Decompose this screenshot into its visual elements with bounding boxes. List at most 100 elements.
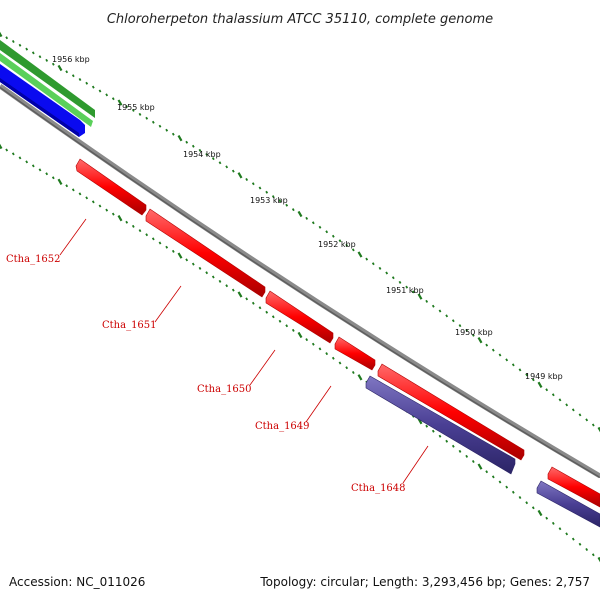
leader-line-ctha-1651 (154, 285, 182, 323)
genome-summary: Topology: circular; Length: 3,293,456 bp… (259, 575, 590, 589)
ruler-major-tick (177, 135, 183, 142)
ruler-minor-tick (198, 266, 202, 270)
ruler-minor-tick (338, 361, 342, 365)
ruler-minor-tick (525, 501, 529, 505)
ruler-minor-tick (365, 257, 369, 261)
ruler-major-tick (117, 215, 123, 222)
ruler-minor-tick (491, 348, 495, 352)
gene-arrow-ctha-1650[interactable] (265, 290, 334, 344)
leader-line-ctha-1648 (402, 445, 429, 484)
ruler-minor-tick (318, 347, 322, 351)
ruler-label: 1952 kbp (318, 240, 356, 249)
ruler-minor-tick (5, 36, 9, 40)
ruler-major-tick (357, 374, 363, 381)
map-title: Chloroherpeton thalassium ATCC 35110, co… (107, 12, 493, 27)
blue-feature-band-shade (0, 78, 79, 137)
ruler-minor-tick (171, 132, 175, 136)
ruler-minor-tick (145, 233, 149, 237)
ruler-minor-tick (591, 423, 595, 427)
ruler-minor-tick (405, 285, 409, 289)
blue-feature-band[interactable] (0, 64, 85, 137)
lower-ruler-ticks (0, 142, 600, 564)
ruler-minor-tick (585, 418, 589, 422)
ruler-minor-tick (438, 434, 442, 438)
ruler-label: 1953 kbp (250, 196, 288, 205)
ruler-minor-tick (258, 306, 262, 310)
ruler-minor-tick (258, 186, 262, 190)
ruler-minor-tick (211, 157, 215, 161)
ruler-minor-tick (351, 248, 355, 252)
ruler-minor-tick (291, 328, 295, 332)
ruler-minor-tick (78, 192, 82, 196)
ruler-minor-tick (565, 532, 569, 536)
ruler-minor-tick (91, 200, 95, 204)
ruler-minor-tick (565, 403, 569, 407)
ruler-major-tick (0, 30, 3, 38)
ruler-major-tick (537, 509, 543, 517)
ruler-major-tick (477, 463, 483, 470)
gene-arrow-ctha-1648[interactable] (365, 375, 516, 475)
ruler-minor-tick (5, 148, 9, 152)
ruler-minor-tick (505, 485, 509, 489)
ruler-minor-tick (311, 221, 315, 225)
ruler-minor-tick (545, 516, 549, 520)
gene-label-ctha-1649[interactable]: Ctha_1649 (255, 421, 310, 432)
gene-label-ctha-1648[interactable]: Ctha_1648 (351, 483, 406, 494)
ruler-major-tick (357, 251, 363, 258)
light-green-feature-band[interactable] (0, 53, 93, 127)
ruler-minor-tick (558, 398, 562, 402)
ruler-minor-tick (205, 271, 209, 275)
ruler-minor-tick (311, 342, 315, 346)
ruler-minor-tick (278, 199, 282, 203)
gene-arrow-ctha-1652[interactable] (75, 158, 147, 216)
ruler-major-tick (297, 210, 303, 218)
ruler-minor-tick (451, 319, 455, 323)
ruler-minor-tick (511, 363, 515, 367)
ruler-minor-tick (38, 55, 42, 59)
forward-genes (75, 158, 600, 508)
ruler-major-tick (57, 178, 63, 185)
ruler-minor-tick (91, 85, 95, 89)
ruler-minor-tick (485, 343, 489, 347)
gene-labels: Ctha_1652 Ctha_1651 Ctha_1650 Ctha_1649 … (6, 254, 406, 494)
gene-label-ctha-1651[interactable]: Ctha_1651 (102, 320, 157, 331)
ruler-label: 1955 kbp (117, 103, 155, 112)
ruler-minor-tick (111, 212, 115, 216)
ruler-minor-tick (225, 284, 229, 288)
ruler-minor-tick (158, 124, 162, 128)
gene-arrow-ctha-1651[interactable] (145, 208, 266, 298)
gene-label-ctha-1652[interactable]: Ctha_1652 (6, 254, 61, 265)
ruler-minor-tick (525, 373, 529, 377)
ruler-minor-tick (145, 116, 149, 120)
ruler-minor-tick (151, 237, 155, 241)
ruler-minor-tick (398, 280, 402, 284)
ruler-minor-tick (425, 299, 429, 303)
ruler-minor-tick (191, 144, 195, 148)
ruler-minor-tick (218, 161, 222, 165)
ruler-minor-tick (445, 314, 449, 318)
ruler-minor-tick (78, 78, 82, 81)
ruler-major-tick (417, 293, 423, 300)
ruler-minor-tick (345, 243, 349, 247)
ruler-minor-tick (98, 89, 102, 93)
ruler-minor-tick (138, 229, 142, 233)
gene-arrow-forward-b[interactable] (547, 466, 600, 508)
gene-label-ctha-1650[interactable]: Ctha_1650 (197, 384, 252, 395)
ruler-minor-tick (285, 203, 289, 207)
ruler-minor-tick (371, 262, 375, 266)
ruler-minor-tick (531, 378, 535, 382)
ruler-minor-tick (431, 304, 435, 308)
gene-arrow-forward-a[interactable] (377, 363, 525, 461)
ruler-minor-tick (205, 153, 209, 156)
gene-arrow-reverse-b[interactable] (536, 480, 600, 528)
ruler-minor-tick (498, 353, 502, 357)
ruler-minor-tick (185, 258, 189, 262)
ruler-minor-tick (98, 204, 102, 208)
ruler-minor-tick (11, 40, 15, 43)
gene-arrow-ctha-1649[interactable] (334, 336, 376, 371)
green-feature-band[interactable] (0, 40, 95, 118)
ruler-minor-tick (551, 393, 555, 397)
ruler-minor-tick (491, 475, 495, 479)
ruler-minor-tick (425, 424, 429, 428)
upper-feature-bands (0, 40, 95, 137)
